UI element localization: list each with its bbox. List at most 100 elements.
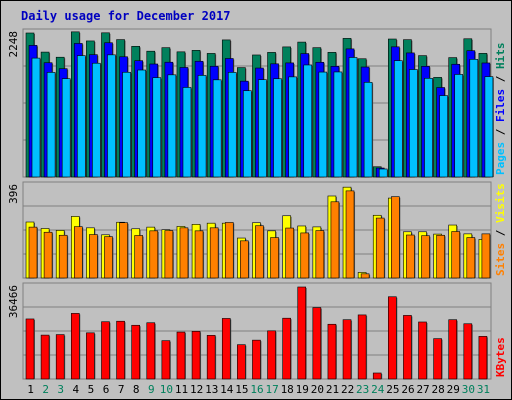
bar-pages-4	[76, 55, 86, 178]
bar-kbytes-2	[40, 334, 50, 380]
bar-sites-15	[240, 240, 249, 279]
bar-pages-22	[348, 57, 358, 178]
bar-pages-29	[454, 74, 464, 178]
bar-kbytes-7	[116, 320, 125, 380]
bar-pages-25	[394, 60, 403, 178]
bar-kbytes-26	[403, 315, 412, 380]
bar-pages-31	[484, 76, 494, 178]
bar-pages-15	[243, 90, 252, 178]
bar-pages-10	[167, 74, 177, 178]
bar-kbytes-11	[176, 331, 186, 380]
bar-pages-17	[273, 78, 282, 178]
x-tick-label-9: 9	[148, 383, 155, 396]
bar-sites-31	[481, 233, 491, 279]
x-tick-label-29: 29	[447, 383, 460, 396]
bar-kbytes-22	[342, 319, 352, 380]
bar-sites-2	[43, 231, 53, 279]
bar-sites-23	[360, 273, 370, 279]
x-tick-label-12: 12	[190, 383, 203, 396]
bar-sites-18	[285, 227, 294, 279]
bar-kbytes-9	[146, 322, 156, 380]
bar-kbytes-24	[372, 372, 382, 380]
x-tick-label-21: 21	[326, 383, 339, 396]
bar-kbytes-4	[70, 313, 80, 380]
bar-sites-29	[451, 231, 461, 279]
legend-entry-visits: Visits	[494, 183, 507, 223]
bar-pages-8	[137, 69, 146, 178]
x-tick-label-8: 8	[133, 383, 140, 396]
bar-sites-16	[255, 225, 264, 279]
x-tick-label-14: 14	[220, 383, 234, 396]
bar-kbytes-10	[161, 340, 171, 380]
legend-panel-3: KBytes	[494, 337, 507, 377]
legend-entry-files: Files	[494, 89, 507, 122]
chart-title: Daily usage for December 2017	[21, 9, 231, 23]
bar-sites-22	[345, 190, 355, 279]
bar-kbytes-5	[86, 332, 95, 380]
legend-panel-1: Pages / Files / Hits	[494, 43, 507, 176]
bar-sites-10	[164, 230, 174, 279]
bar-pages-14	[227, 72, 237, 178]
x-tick-label-17: 17	[265, 383, 278, 396]
bar-sites-27	[421, 235, 430, 279]
legend-entry-sites: Sites	[494, 243, 507, 276]
bar-sites-17	[270, 237, 279, 279]
legend-entry-kbytes: KBytes	[494, 337, 507, 377]
bar-sites-8	[134, 235, 143, 279]
bar-sites-14	[224, 222, 234, 279]
bar-pages-7	[122, 71, 131, 178]
bar-sites-30	[466, 237, 476, 279]
x-tick-label-22: 22	[341, 383, 354, 396]
x-tick-label-28: 28	[432, 383, 445, 396]
bar-pages-2	[46, 72, 56, 178]
bar-sites-25	[391, 196, 400, 279]
bar-sites-20	[315, 230, 325, 279]
x-tick-label-11: 11	[175, 383, 188, 396]
x-tick-label-7: 7	[118, 383, 125, 396]
x-tick-label-24: 24	[371, 383, 385, 396]
bar-kbytes-29	[448, 319, 458, 380]
bar-kbytes-17	[267, 330, 276, 380]
x-tick-label-27: 27	[416, 383, 429, 396]
bar-kbytes-1	[25, 318, 35, 380]
bar-kbytes-16	[252, 339, 261, 380]
legend-entry-hits: Hits	[494, 43, 507, 70]
bar-kbytes-14	[221, 318, 231, 380]
panel-1: 2248 Pages / Files / Hits	[7, 28, 507, 178]
bar-kbytes-20	[312, 307, 322, 380]
y-max-label: 36466	[7, 285, 20, 318]
panel-3: 36466 KBytes	[7, 282, 507, 380]
bar-kbytes-18	[282, 317, 291, 380]
bar-sites-12	[194, 230, 204, 279]
bar-kbytes-6	[101, 321, 110, 380]
bar-pages-3	[61, 78, 71, 178]
x-tick-label-30: 30	[462, 383, 475, 396]
x-tick-label-20: 20	[311, 383, 324, 396]
bar-kbytes-28	[433, 338, 442, 380]
x-tick-label-19: 19	[296, 383, 309, 396]
bar-kbytes-27	[418, 321, 427, 380]
x-tick-label-3: 3	[57, 383, 64, 396]
bar-sites-1	[28, 226, 38, 279]
bar-sites-5	[89, 234, 98, 279]
bar-kbytes-12	[191, 331, 201, 380]
bar-pages-26	[409, 69, 418, 178]
bar-pages-9	[152, 77, 162, 178]
legend-separator: /	[494, 223, 507, 243]
x-tick-label-10: 10	[160, 383, 173, 396]
bar-pages-27	[424, 77, 433, 178]
y-max-label: 2248	[7, 31, 20, 58]
bar-pages-28	[439, 95, 448, 178]
bar-kbytes-30	[463, 323, 473, 380]
bar-pages-20	[318, 71, 328, 178]
x-tick-label-13: 13	[205, 383, 218, 396]
x-tick-label-23: 23	[356, 383, 369, 396]
bar-kbytes-21	[327, 323, 337, 380]
legend-separator: /	[494, 122, 507, 142]
bar-pages-16	[258, 79, 267, 178]
bar-sites-21	[330, 201, 340, 279]
bar-pages-5	[92, 62, 101, 178]
bar-sites-3	[58, 234, 68, 279]
